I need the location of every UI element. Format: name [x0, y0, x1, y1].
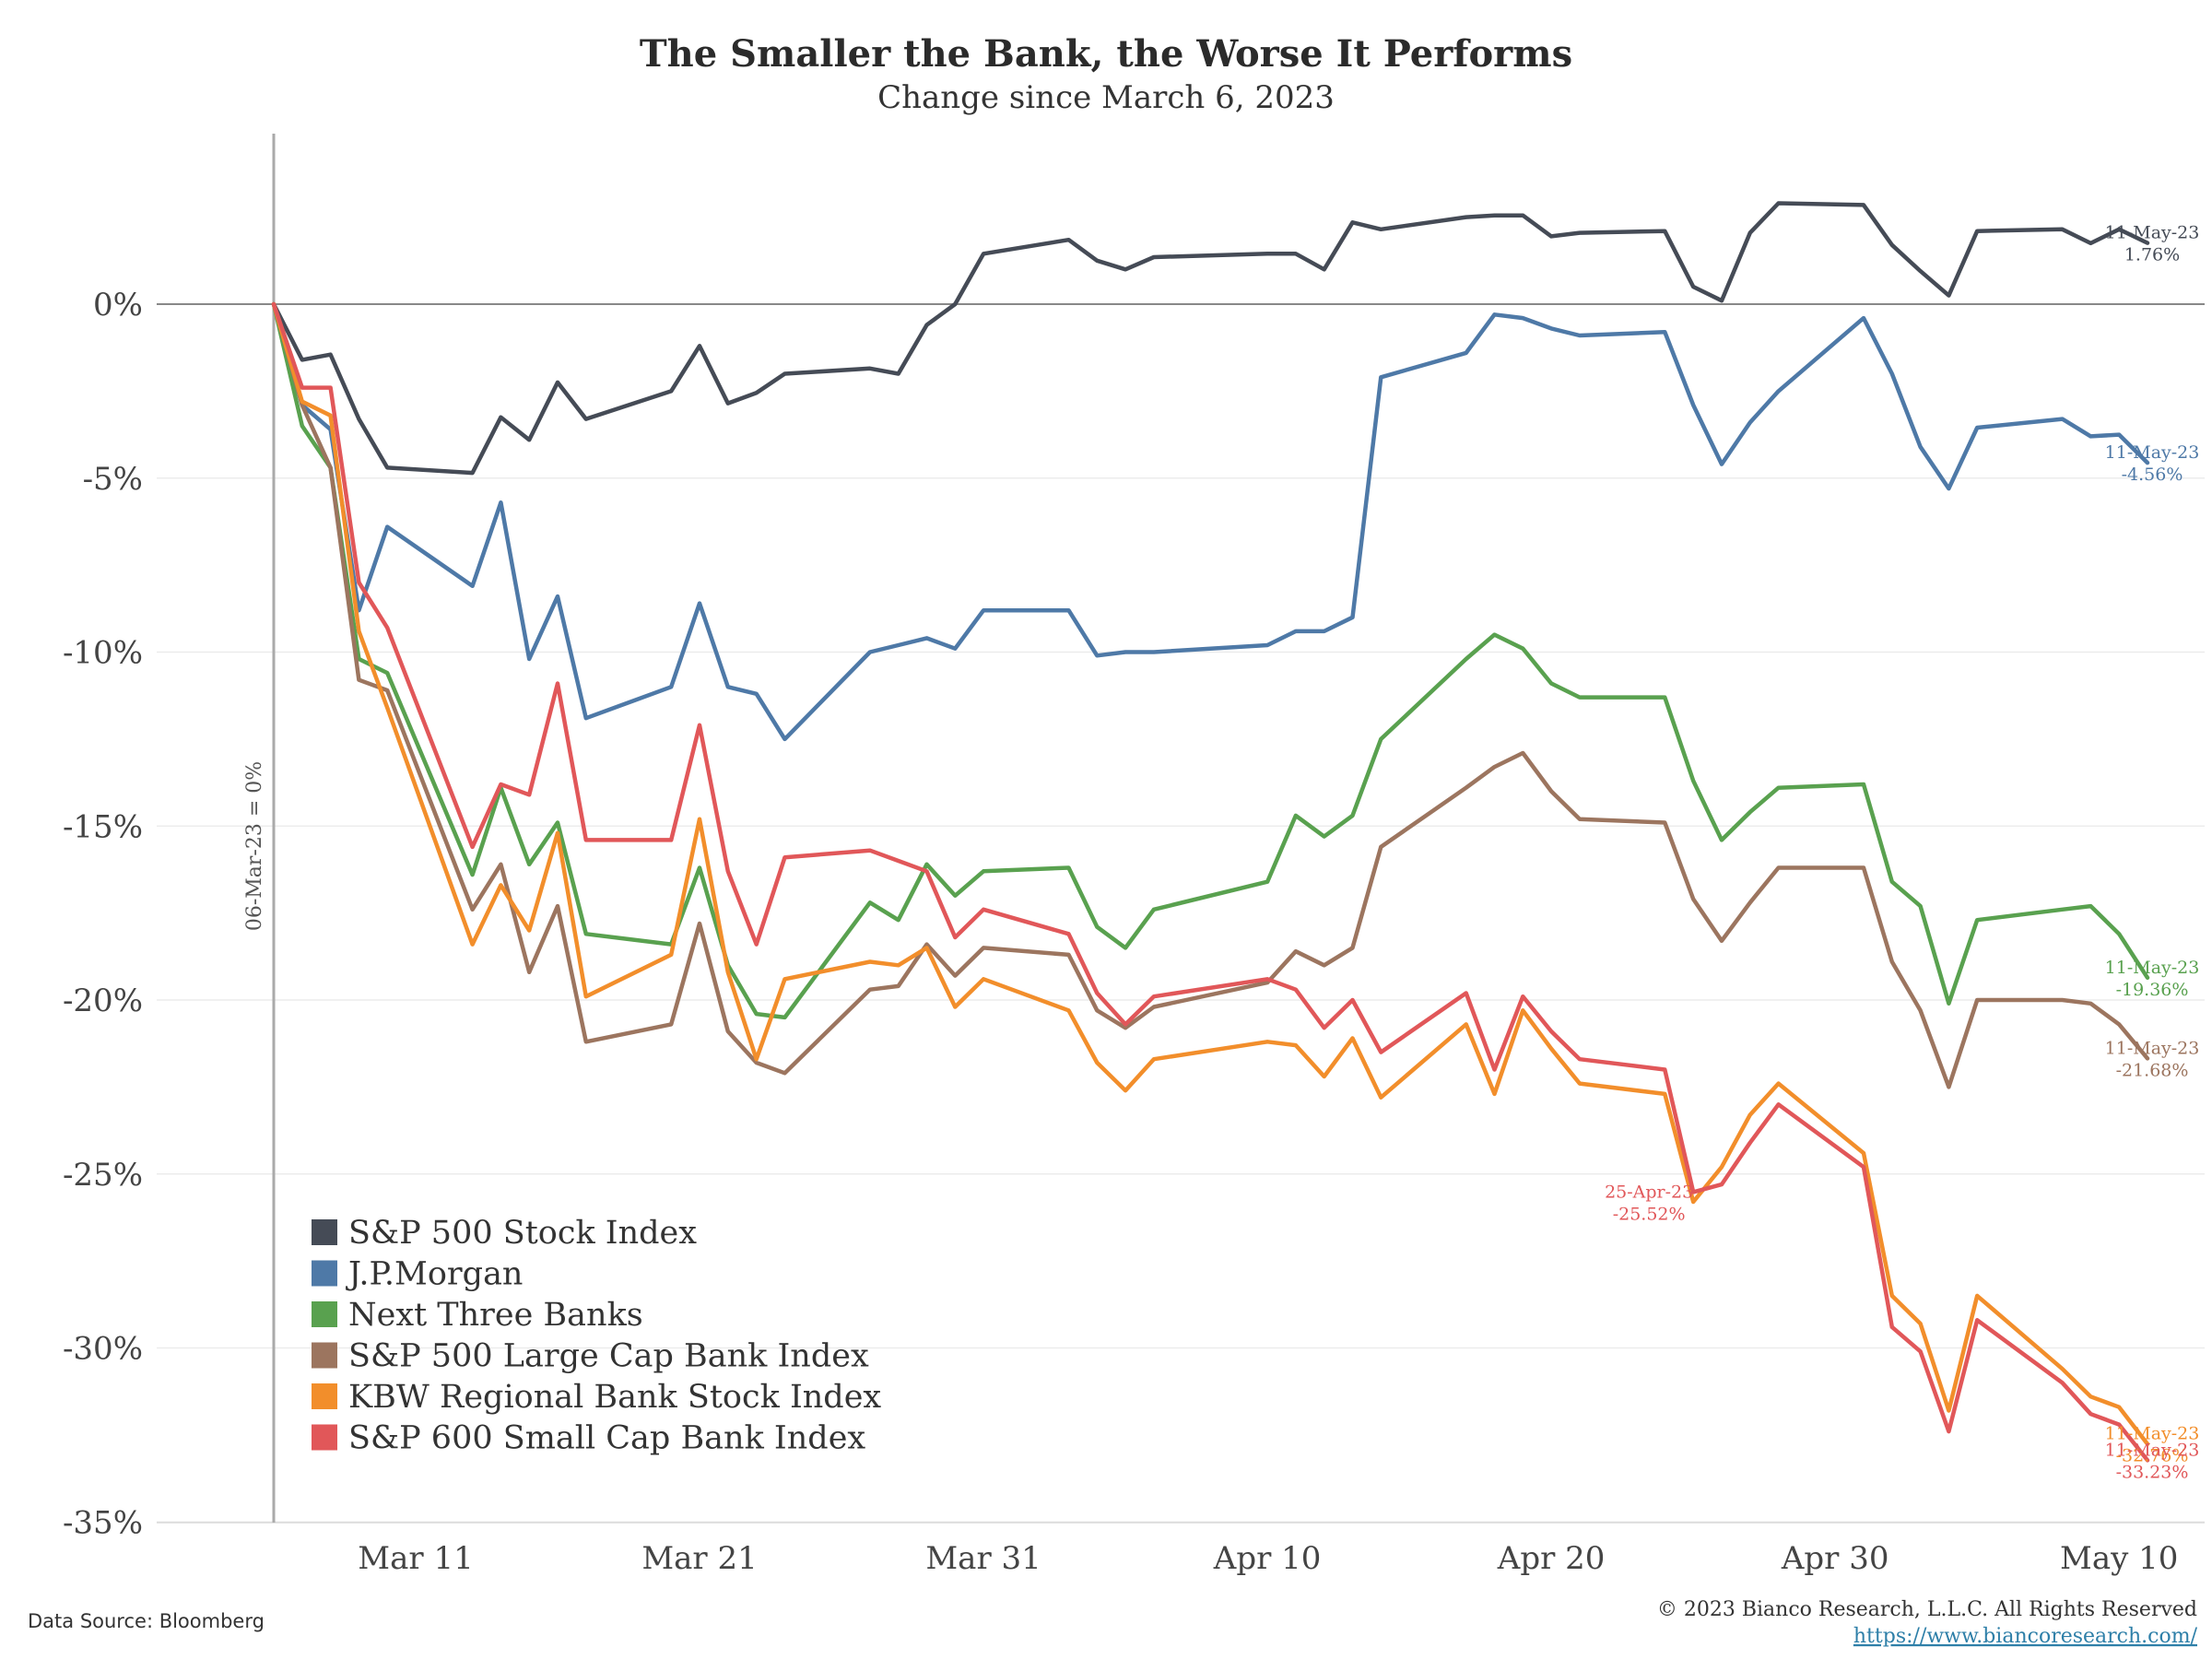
x-tick-label: Apr 20 — [1497, 1540, 1606, 1577]
legend-swatch — [312, 1383, 337, 1409]
end-label-value: -19.36% — [2116, 980, 2189, 1000]
series-line — [271, 301, 2150, 742]
legend-label: J.P.Morgan — [346, 1256, 523, 1293]
gridlines — [157, 477, 2205, 1524]
x-tick-label: Apr 30 — [1781, 1540, 1889, 1577]
y-tick-label: -5% — [83, 461, 143, 498]
y-tick-label: -20% — [63, 982, 143, 1019]
x-tick-label: Mar 31 — [925, 1540, 1041, 1577]
data-source: Data Source: Bloomberg — [28, 1610, 265, 1632]
x-axis: Mar 11 Mar 21 Mar 31 Apr 10 Apr 20 Apr 30 May … — [358, 1540, 2178, 1577]
series-line — [271, 301, 2150, 1089]
legend-swatch — [312, 1424, 337, 1451]
x-tick-label: May 10 — [2060, 1540, 2178, 1577]
end-label-value: -32.76% — [2116, 1446, 2189, 1466]
series-lines — [271, 201, 2150, 1463]
end-labels: 11-May-231.76%11-May-23-4.56%11-May-23-1… — [2105, 223, 2200, 1483]
y-tick-label: 0% — [93, 287, 143, 324]
legend-label: S&P 500 Stock Index — [348, 1215, 697, 1252]
end-label-value: -21.68% — [2116, 1060, 2189, 1080]
legend-swatch — [312, 1342, 337, 1369]
baseline-label: 06-Mar-23 = 0% — [243, 761, 266, 931]
annotation: 25-Apr-23-25.52% — [1605, 1182, 1693, 1224]
series-line — [271, 301, 2150, 1463]
legend-label: Next Three Banks — [348, 1297, 643, 1334]
x-tick-label: Apr 10 — [1213, 1540, 1322, 1577]
series-line — [271, 301, 2150, 1020]
y-tick-label: -30% — [63, 1331, 143, 1368]
chart-title: The Smaller the Bank, the Worse It Perfo… — [640, 32, 1572, 76]
legend-label: S&P 600 Small Cap Bank Index — [348, 1420, 865, 1457]
y-tick-label: -25% — [63, 1157, 143, 1194]
annotation-value: -25.52% — [1613, 1204, 1686, 1224]
annotation-date: 25-Apr-23 — [1605, 1182, 1693, 1202]
end-label-date: 11-May-23 — [2105, 1440, 2200, 1460]
series-line — [271, 301, 2150, 1446]
y-axis: 0% -5% -10% -15% -20% -25% -30% -35% — [63, 287, 143, 1541]
end-label-date: 11-May-23 — [2105, 1424, 2200, 1444]
end-label-date: 11-May-23 — [2105, 223, 2200, 243]
end-label-date: 11-May-23 — [2105, 958, 2200, 978]
legend: S&P 500 Stock Index J.P.Morgan Next Three … — [312, 1215, 881, 1457]
end-label-date: 11-May-23 — [2105, 442, 2200, 463]
chart-subtitle: Change since March 6, 2023 — [877, 79, 1335, 116]
legend-swatch — [312, 1260, 337, 1287]
end-label-value: -4.56% — [2122, 465, 2183, 485]
x-tick-label: Mar 11 — [358, 1540, 473, 1577]
end-label-value: 1.76% — [2124, 245, 2180, 265]
y-tick-label: -10% — [63, 635, 143, 672]
copyright: © 2023 Bianco Research, L.L.C. All Right… — [1657, 1598, 2197, 1621]
y-tick-label: -35% — [63, 1504, 143, 1541]
website-link[interactable]: https://www.biancoresearch.com/ — [1853, 1625, 2198, 1648]
legend-swatch — [312, 1301, 337, 1327]
legend-swatch — [312, 1219, 337, 1245]
series-line — [271, 201, 2150, 476]
legend-label: S&P 500 Large Cap Bank Index — [348, 1338, 869, 1375]
end-label-value: -33.23% — [2116, 1462, 2189, 1482]
x-tick-label: Mar 21 — [641, 1540, 757, 1577]
end-label-date: 11-May-23 — [2105, 1038, 2200, 1058]
legend-label: KBW Regional Bank Stock Index — [348, 1379, 881, 1416]
y-tick-label: -15% — [63, 808, 143, 845]
